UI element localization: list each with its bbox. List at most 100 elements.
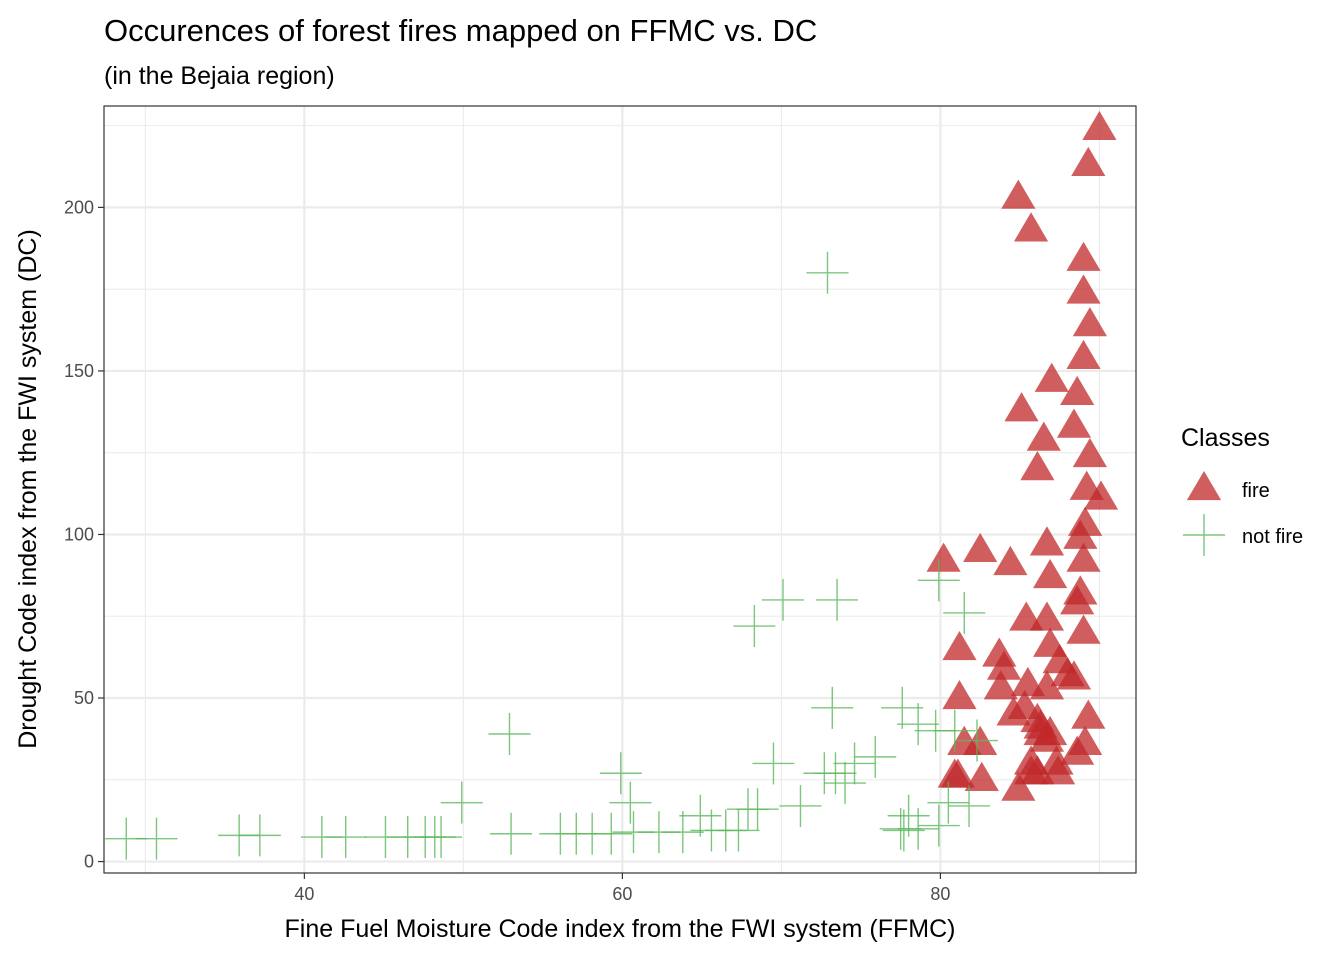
not-fire-point (599, 752, 642, 795)
not-fire-point (324, 816, 367, 859)
fire-point (942, 630, 977, 661)
not-fire-point (803, 752, 846, 795)
not-fire-point (824, 762, 867, 805)
chart-title: Occurences of forest fires mapped on FFM… (104, 13, 817, 48)
fire-point (1066, 542, 1101, 572)
not-fire-point (752, 742, 795, 785)
not-fire-point (679, 794, 722, 837)
fire-point (1020, 451, 1055, 481)
fire-point (1029, 601, 1065, 631)
fire-point (1056, 408, 1092, 438)
fire-point (1060, 585, 1095, 615)
fire-point (1004, 392, 1039, 422)
not-fire-point (881, 686, 924, 729)
not-fire-point (887, 794, 930, 837)
legend-key-fire (1186, 471, 1222, 501)
not-fire-point (882, 809, 925, 852)
fire-point (1029, 722, 1065, 752)
fire-point (942, 680, 977, 710)
fire-point (1040, 755, 1076, 785)
y-tick-label: 150 (64, 361, 94, 381)
not-fire-point (811, 686, 854, 729)
x-tick-label: 60 (612, 884, 632, 904)
not-fire-point (135, 817, 178, 860)
y-tick-label: 0 (84, 852, 94, 872)
not-fire-point (490, 812, 533, 855)
y-axis-title: Drought Code index from the FWI system (… (14, 229, 42, 749)
fire-point (1029, 526, 1065, 556)
fire-point (1066, 241, 1101, 271)
fire-point (1026, 421, 1061, 451)
not-fire-point (779, 784, 822, 827)
legend: Classes fire not fire (1181, 424, 1303, 556)
fire-point (1066, 274, 1101, 304)
fire-point (1060, 375, 1095, 405)
x-axis: 40 60 80 (294, 873, 950, 904)
y-tick-label: 200 (64, 197, 94, 217)
fire-point (1001, 771, 1036, 801)
fire-point (963, 532, 998, 562)
fire-point (1083, 480, 1119, 510)
fire-point (1066, 339, 1101, 370)
fire-point (964, 761, 999, 791)
not-fire-point (690, 809, 733, 852)
fire-point (1063, 519, 1098, 549)
fire-point (1066, 614, 1101, 644)
not-fire-point (736, 788, 779, 831)
not-fire-point (420, 816, 463, 859)
fire-point (1071, 699, 1106, 729)
fire-point (1001, 179, 1036, 209)
legend-title: Classes (1181, 424, 1270, 452)
fire-point (983, 670, 1018, 700)
not-fire-point (833, 742, 876, 785)
not-fire-point (933, 709, 976, 752)
not-fire-point (806, 251, 849, 294)
not-fire-point (927, 781, 970, 824)
not-fire-point (440, 781, 483, 824)
y-tick-label: 50 (74, 688, 94, 708)
fire-point (1033, 558, 1068, 589)
not-fire-point (488, 712, 531, 755)
fire-point (1060, 735, 1095, 765)
legend-label: not fire (1242, 526, 1303, 548)
x-tick-label: 40 (294, 884, 314, 904)
legend-label: fire (1242, 480, 1270, 502)
fire-point (1034, 362, 1069, 392)
fire-point (926, 542, 961, 572)
not-fire-point (917, 804, 960, 847)
fire-point (1056, 660, 1092, 690)
plot-panel (103, 105, 1137, 874)
grid-lines (104, 106, 1136, 873)
not-fire-point (590, 812, 633, 855)
x-axis-title: Fine Fuel Moisture Code index from the F… (285, 915, 956, 943)
not-fire-point (917, 559, 960, 602)
legend-key-not-fire (1183, 514, 1225, 556)
data-marks (105, 110, 1119, 860)
not-fire-point (897, 703, 940, 746)
fire-point (1072, 437, 1107, 468)
fire-point (1072, 307, 1107, 337)
plot-background (104, 106, 1136, 873)
not-fire-point (661, 811, 704, 854)
fire-point (993, 545, 1028, 576)
not-fire-point (816, 578, 859, 621)
plot-border (103, 105, 1137, 874)
not-fire-point (733, 605, 776, 648)
y-tick-label: 100 (64, 524, 94, 544)
x-tick-label: 80 (930, 884, 950, 904)
chart-subtitle: (in the Bejaia region) (104, 62, 335, 90)
not-fire-point (609, 781, 652, 824)
fire-point (1013, 755, 1049, 785)
fire-point (1082, 110, 1117, 141)
not-fire-point (955, 719, 998, 762)
fire-point (1071, 146, 1106, 177)
fire-point (1029, 670, 1065, 700)
fire-point (986, 650, 1022, 680)
not-fire-point (761, 578, 804, 621)
not-fire-point (854, 735, 897, 778)
y-axis: 0 50 100 150 200 (64, 197, 104, 872)
not-fire-point (943, 591, 986, 634)
not-fire-point (238, 814, 281, 857)
fire-point (940, 758, 976, 788)
